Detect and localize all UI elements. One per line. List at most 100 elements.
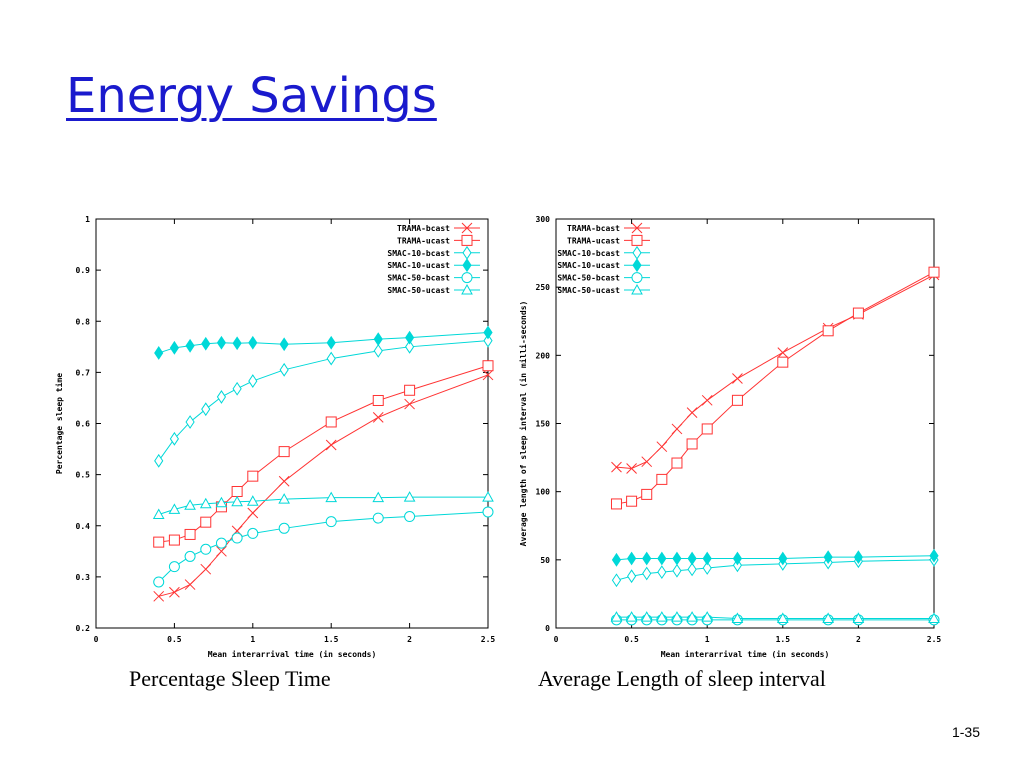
caption-sleep-interval: Average Length of sleep interval xyxy=(538,666,826,691)
right-point-trama-bcast xyxy=(701,394,713,406)
left-point-smac-10-bcast xyxy=(248,374,258,388)
left-point-smac-10-bcast xyxy=(326,351,336,366)
left-series-smac-10-bcast xyxy=(154,333,493,468)
left-series-smac-50-ucast xyxy=(152,491,494,520)
right-legend-label-smac-10-ucast: SMAC-10-ucast xyxy=(557,261,620,270)
right-point-trama-ucast xyxy=(641,488,653,500)
right-point-smac-50-ucast xyxy=(625,611,638,622)
left-point-smac-10-bcast xyxy=(216,390,227,404)
left-point-smac-50-ucast xyxy=(278,493,291,504)
right-series-smac-50-ucast xyxy=(610,611,940,623)
right-point-trama-ucast xyxy=(671,457,683,469)
left-line-trama-ucast xyxy=(158,365,489,543)
right-point-smac-10-ucast xyxy=(626,551,637,566)
right-legend-marker-smac-10-bcast xyxy=(632,245,642,260)
left-point-smac-10-ucast xyxy=(232,336,242,351)
left-point-smac-50-bcast xyxy=(200,543,212,555)
left-point-smac-50-ucast xyxy=(184,499,196,510)
right-y-tick-label: 250 xyxy=(536,283,551,292)
left-point-trama-bcast xyxy=(278,475,290,487)
right-legend-label-trama-bcast: TRAMA-bcast xyxy=(567,224,620,233)
left-point-smac-50-ucast xyxy=(152,508,165,520)
right-y-tick-label: 0 xyxy=(545,624,550,633)
right-legend: TRAMA-bcast TRAMA-ucast SMAC-10-bcast SMAC-… xyxy=(557,222,650,295)
right-point-smac-10-bcast xyxy=(687,562,697,577)
left-point-smac-50-ucast xyxy=(168,503,181,514)
left-point-smac-10-bcast xyxy=(154,453,164,468)
left-point-smac-50-ucast xyxy=(482,491,494,502)
right-point-trama-bcast xyxy=(671,423,683,435)
right-x-tick-label: 0 xyxy=(554,635,559,644)
left-point-smac-50-ucast xyxy=(215,496,228,508)
left-line-smac-10-bcast xyxy=(158,340,489,462)
left-legend-marker-smac-10-bcast xyxy=(462,245,472,260)
left-point-smac-10-ucast xyxy=(373,332,383,347)
right-point-trama-bcast xyxy=(686,407,698,418)
left-point-smac-10-ucast xyxy=(326,335,336,350)
left-point-smac-10-ucast xyxy=(404,330,415,345)
left-point-trama-ucast xyxy=(482,360,494,372)
right-y-tick-label: 200 xyxy=(536,351,551,360)
left-legend-label-smac-10-bcast: SMAC-10-bcast xyxy=(387,249,450,258)
right-x-tick-label: 0.5 xyxy=(624,635,639,644)
right-point-smac-10-bcast xyxy=(642,566,652,581)
left-point-trama-ucast xyxy=(404,384,416,396)
right-point-trama-ucast xyxy=(626,495,638,507)
left-legend-marker-smac-50-ucast xyxy=(461,283,473,295)
left-point-smac-50-bcast xyxy=(215,537,227,549)
left-point-smac-10-ucast xyxy=(216,335,227,350)
left-point-smac-10-ucast xyxy=(279,337,289,352)
right-point-trama-ucast xyxy=(731,394,743,406)
right-y-tick-label: 150 xyxy=(536,420,551,429)
left-y-tick-label: 1 xyxy=(85,215,90,224)
right-point-trama-bcast xyxy=(611,461,622,473)
right-x-tick-label: 1 xyxy=(705,635,710,644)
sleep-time-chart: 0.2 0.3 0.4 0.5 0.6 0.7 0.8 0.9 1 0 0.5 1 1.5 2 2.5 Mea… xyxy=(54,215,496,659)
right-legend-marker-smac-50-ucast xyxy=(631,283,643,295)
left-series-smac-50-bcast xyxy=(153,506,494,588)
left-point-smac-10-bcast xyxy=(404,339,415,354)
right-legend-label-smac-50-ucast: SMAC-50-ucast xyxy=(557,286,620,295)
right-point-trama-bcast xyxy=(641,456,653,468)
left-point-trama-ucast xyxy=(372,394,384,406)
right-point-smac-50-ucast xyxy=(731,612,744,623)
right-point-smac-10-bcast xyxy=(611,573,622,588)
left-point-trama-ucast xyxy=(184,528,196,540)
right-point-trama-ucast xyxy=(928,266,940,278)
left-point-smac-50-bcast xyxy=(168,561,180,573)
right-point-smac-10-ucast xyxy=(657,551,667,566)
left-point-smac-10-bcast xyxy=(232,381,242,396)
right-point-smac-50-ucast xyxy=(776,612,789,623)
slide-title: Energy Savings xyxy=(66,68,437,124)
caption-sleep-time: Percentage Sleep Time xyxy=(129,666,331,691)
left-point-trama-ucast xyxy=(278,446,290,458)
left-point-smac-50-bcast xyxy=(231,532,243,544)
right-point-smac-10-ucast xyxy=(929,548,939,563)
left-legend-label-smac-50-bcast: SMAC-50-bcast xyxy=(387,274,450,283)
left-point-smac-10-ucast xyxy=(154,346,164,360)
left-point-trama-ucast xyxy=(153,536,165,548)
left-point-trama-ucast xyxy=(231,485,243,497)
right-series-smac-10-ucast xyxy=(611,548,939,567)
left-y-tick-label: 0.3 xyxy=(76,573,91,582)
left-x-tick-label: 0.5 xyxy=(167,635,182,644)
left-point-smac-50-ucast xyxy=(246,495,259,506)
left-legend-label-trama-ucast: TRAMA-ucast xyxy=(397,236,450,245)
left-point-smac-50-bcast xyxy=(278,522,290,534)
left-point-smac-50-bcast xyxy=(153,576,165,588)
right-point-trama-bcast xyxy=(626,463,637,474)
right-point-smac-10-ucast xyxy=(642,551,652,566)
left-line-trama-bcast xyxy=(158,374,489,597)
right-point-trama-bcast xyxy=(777,347,789,358)
left-point-trama-bcast xyxy=(247,507,259,519)
left-x-tick-label: 2.5 xyxy=(481,635,496,644)
left-point-smac-50-bcast xyxy=(372,512,384,524)
left-legend-marker-trama-ucast xyxy=(461,234,473,246)
left-x-tick-label: 2 xyxy=(407,635,412,644)
left-point-trama-ucast xyxy=(168,534,180,546)
left-point-trama-bcast xyxy=(184,579,196,590)
right-line-trama-ucast xyxy=(616,271,935,505)
left-point-smac-10-bcast xyxy=(201,402,211,417)
right-point-trama-bcast xyxy=(732,373,743,384)
right-point-smac-10-ucast xyxy=(672,551,682,566)
